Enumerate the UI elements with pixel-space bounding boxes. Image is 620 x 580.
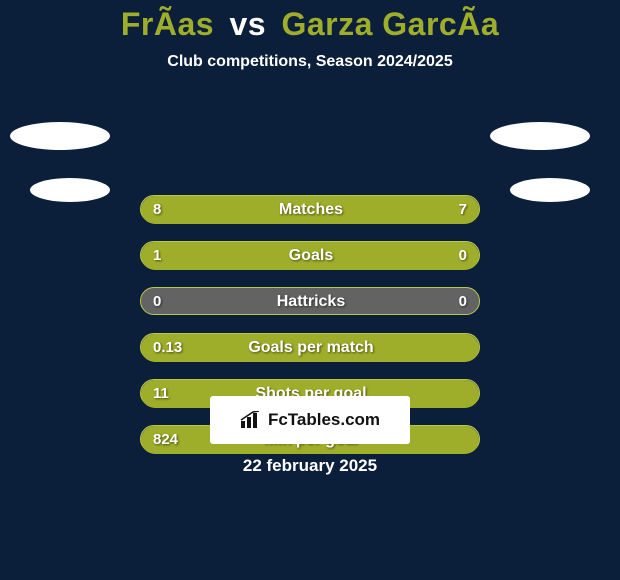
stat-value-right: 0 (459, 288, 467, 316)
avatar-oval (510, 178, 590, 202)
footer-date: 22 february 2025 (0, 456, 620, 476)
stat-row: Goals per match0.13 (140, 333, 480, 361)
player1-name: FrÃas (121, 6, 214, 42)
stat-row: Hattricks0 0 (140, 287, 480, 315)
stat-value-right: 7 (459, 196, 467, 224)
brand-badge: FcTables.com (210, 396, 410, 444)
vs-word: vs (229, 6, 266, 42)
stat-row: Matches8 7 (140, 195, 480, 223)
stat-value-left: 0 (153, 288, 161, 316)
avatar-oval (30, 178, 110, 202)
brand-text: FcTables.com (268, 410, 380, 430)
avatar-oval (490, 122, 590, 150)
stat-value-left: 8 (153, 196, 161, 224)
stat-value-left: 0.13 (153, 334, 182, 362)
stat-label: Hattricks (141, 288, 481, 316)
page-title: FrÃas vs Garza GarcÃa (0, 0, 620, 43)
stat-value-left: 11 (153, 380, 169, 408)
stat-value-left: 1 (153, 242, 161, 270)
stat-label: Matches (141, 196, 481, 224)
avatar-oval (10, 122, 110, 150)
stat-row: Goals1 0 (140, 241, 480, 269)
stat-label: Goals (141, 242, 481, 270)
comparison-infographic: FrÃas vs Garza GarcÃa Club competitions,… (0, 0, 620, 580)
brand-icon (240, 411, 262, 429)
player2-name: Garza GarcÃa (281, 6, 499, 42)
stat-value-right: 0 (459, 242, 467, 270)
subtitle: Club competitions, Season 2024/2025 (0, 53, 620, 71)
stat-label: Goals per match (141, 334, 481, 362)
stat-value-left: 824 (153, 426, 178, 454)
